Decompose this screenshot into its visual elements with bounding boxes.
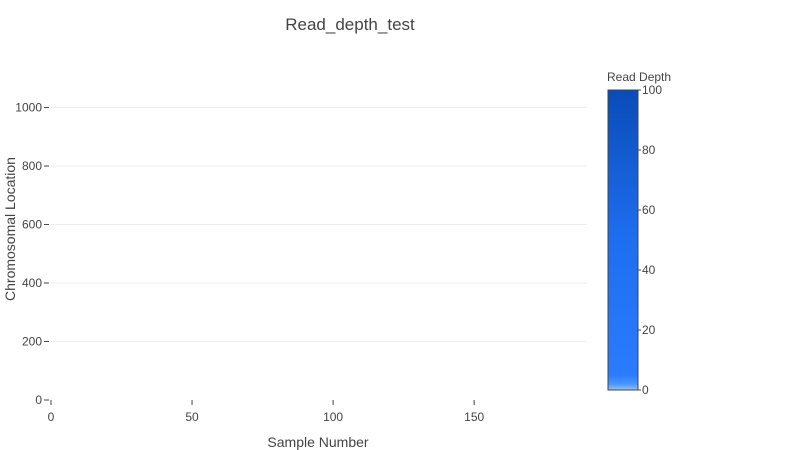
x-tick-label: 50 [185, 410, 199, 424]
colorbar-gradient [607, 89, 639, 391]
colorbar: Read Depth 0 20 40 60 80 100 [607, 70, 671, 397]
y-tick-label: 0 [35, 393, 42, 407]
colorbar-tick-label: 100 [642, 83, 662, 97]
plot-area: 0 200 400 600 800 1000 0 50 100 150 [15, 101, 587, 424]
colorbar-tick-label: 80 [642, 143, 656, 157]
x-axis-title: Sample Number [267, 434, 368, 450]
chart-title: Read_depth_test [285, 15, 415, 34]
grid-lines [51, 107, 587, 343]
x-tick-label: 100 [323, 410, 343, 424]
x-tick-label: 150 [464, 410, 484, 424]
colorbar-tick-label: 40 [642, 263, 656, 277]
x-tick-label: 0 [48, 410, 55, 424]
y-tick-label: 1000 [15, 101, 42, 115]
colorbar-ticks: 0 20 40 60 80 100 [638, 83, 662, 397]
y-axis-title: Chromosomal Location [2, 157, 18, 301]
y-tick-label: 200 [22, 335, 42, 349]
y-tick-label: 600 [22, 218, 42, 232]
colorbar-tick-label: 60 [642, 203, 656, 217]
colorbar-tick-label: 20 [642, 323, 656, 337]
x-axis: 0 50 100 150 [48, 400, 484, 424]
y-tick-label: 800 [22, 159, 42, 173]
colorbar-title: Read Depth [607, 70, 671, 84]
y-axis: 0 200 400 600 800 1000 [15, 101, 49, 407]
colorbar-tick-label: 0 [642, 383, 649, 397]
y-tick-label: 400 [22, 276, 42, 290]
